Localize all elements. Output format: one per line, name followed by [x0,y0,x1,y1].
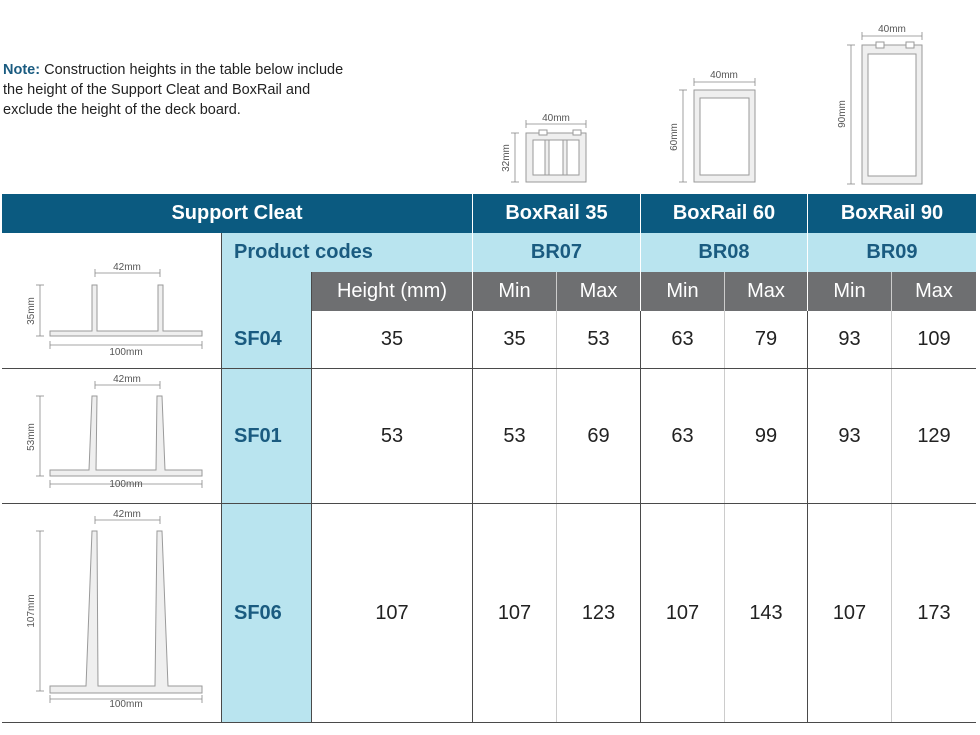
boxrail-90-header: BoxRail 90 [808,194,976,233]
table-divider [640,311,641,723]
boxrail-60-width-label: 40mm [710,70,738,81]
sf06-br08-max: 143 [725,504,807,722]
sf04-br09-min: 93 [808,311,891,368]
support-cleat-diagrams: 42mm 35mm 100mm 42mm 53mm 100mm 42mm 10 [26,262,203,710]
sf04-width-label: 42mm [113,262,141,273]
sf01-base-label: 100mm [109,479,142,490]
min-label-br07: Min [473,272,556,311]
sf04-br08-max: 79 [725,311,807,368]
sf04-br09-max: 109 [892,311,976,368]
boxrail-35-diagram: 40mm 32mm [501,113,587,183]
boxrail-35-header: BoxRail 35 [473,194,640,233]
rail-code-br09: BR09 [808,233,976,272]
product-codes-label: Product codes [222,233,472,272]
height-sf01: 53 [312,369,472,503]
sf01-br09-min: 93 [808,369,891,503]
boxrail-diagrams: 40mm 32mm 40mm 60mm 40mm 90mm [501,24,923,185]
support-cleat-header: Support Cleat [2,194,472,233]
boxrail-90-width-label: 40mm [878,24,906,35]
boxrail-35-height-label: 32mm [501,144,512,172]
sf04-br07-max: 53 [557,311,640,368]
sf04-br08-min: 63 [641,311,724,368]
sf01-br08-max: 99 [725,369,807,503]
rail-code-br07: BR07 [473,233,640,272]
table-divider [891,272,892,723]
cleat-code-sf01: SF01 [222,369,311,503]
height-sf04: 35 [312,311,472,368]
table-divider [2,368,976,369]
max-label-br07: Max [557,272,640,311]
table-divider [724,272,725,723]
table-divider [221,233,222,723]
sf04-diagram: 42mm 35mm 100mm [26,262,203,358]
sf06-diagram: 42mm 107mm 100mm [26,509,203,710]
sf06-br08-min: 107 [641,504,724,722]
sf01-height-label: 53mm [26,423,37,451]
table-divider [472,311,473,723]
table-divider [556,272,557,723]
height-sf06: 107 [312,504,472,722]
cleat-code-sf06: SF06 [222,504,311,722]
sf01-diagram: 42mm 53mm 100mm [26,374,203,490]
min-label-br09: Min [808,272,891,311]
max-label-br08: Max [725,272,807,311]
rail-code-br08: BR08 [641,233,807,272]
cleat-code-sf04: SF04 [222,311,311,368]
sf06-height-label: 107mm [26,594,37,627]
sf01-br09-max: 129 [892,369,976,503]
sf01-br07-max: 69 [557,369,640,503]
sf06-br07-min: 107 [473,504,556,722]
construction-note: Note: Construction heights in the table … [3,60,363,120]
min-label-br08: Min [641,272,724,311]
table-divider [807,311,808,723]
boxrail-60-height-label: 60mm [669,123,680,151]
sf04-br07-min: 35 [473,311,556,368]
height-mm-label: Height (mm) [312,272,472,311]
sf04-height-label: 35mm [26,297,37,325]
sf04-base-label: 100mm [109,347,142,358]
boxrail-35-width-label: 40mm [542,113,570,124]
sf06-width-label: 42mm [113,509,141,520]
boxrail-90-height-label: 90mm [837,100,848,128]
sf01-br07-min: 53 [473,369,556,503]
boxrail-60-diagram: 40mm 60mm [669,70,756,183]
boxrail-90-diagram: 40mm 90mm [837,24,923,185]
sf06-br07-max: 123 [557,504,640,722]
table-divider [2,503,976,504]
table-divider [311,272,312,723]
sf06-base-label: 100mm [109,699,142,710]
sf06-br09-min: 107 [808,504,891,722]
sf01-br08-min: 63 [641,369,724,503]
table-divider [2,722,976,723]
note-text: Construction heights in the table below … [3,62,344,118]
cleat-code-column-top [222,272,311,311]
sf06-br09-max: 173 [892,504,976,722]
boxrail-60-header: BoxRail 60 [641,194,807,233]
max-label-br09: Max [892,272,976,311]
sf01-width-label: 42mm [113,374,141,385]
note-label: Note: [3,62,41,78]
